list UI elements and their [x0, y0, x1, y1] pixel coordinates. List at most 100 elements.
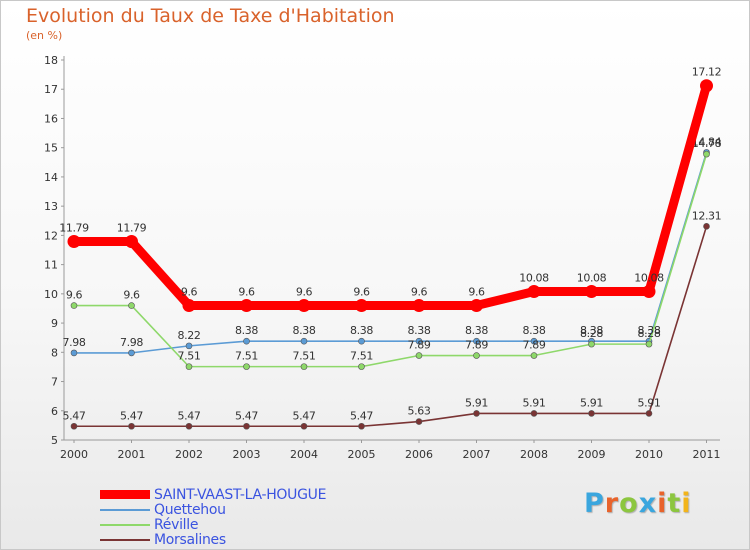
data-label-r-ville: 7.51 [235, 350, 258, 363]
data-point-morsalines [473, 410, 480, 417]
data-label-saint-vaast-la-hougue: 9.6 [468, 286, 485, 299]
series-line-quettehou [73, 151, 708, 354]
data-label-r-ville: 7.51 [293, 350, 316, 363]
data-label-morsalines: 5.63 [408, 405, 431, 418]
data-point-saint-vaast-la-hougue [240, 299, 253, 313]
data-point-morsalines [128, 422, 135, 430]
data-point-quettehou [70, 349, 78, 357]
data-point-morsalines [70, 422, 78, 430]
legend-item-quettehou: Quettehou [100, 501, 226, 518]
x-tick-label: 2004 [290, 448, 318, 461]
y-tick-label: 10 [44, 288, 58, 301]
x-tick-label: 2006 [405, 448, 433, 461]
legend-label: Quettehou [154, 501, 226, 518]
data-label-quettehou: 8.22 [178, 329, 201, 342]
y-tick-label: 15 [44, 142, 58, 155]
y-tick-label: 17 [44, 83, 58, 96]
x-tick-label: 2003 [233, 448, 261, 461]
data-point-morsalines [358, 422, 365, 430]
data-label-quettehou: 8.38 [638, 324, 661, 337]
logo-letter: r [604, 488, 620, 519]
data-label-quettehou: 14.84 [692, 135, 722, 148]
data-label-morsalines: 5.47 [350, 409, 373, 422]
data-point-r-ville [588, 340, 595, 348]
y-tick-label: 7 [51, 376, 58, 389]
legend-swatch [100, 490, 150, 499]
data-point-saint-vaast-la-hougue [297, 299, 311, 313]
data-label-r-ville: 7.89 [523, 339, 546, 352]
logo-letter: i [681, 488, 692, 519]
data-label-quettehou: 8.38 [465, 324, 488, 337]
x-tick-label: 2000 [60, 448, 88, 461]
data-point-quettehou [415, 337, 423, 345]
data-point-r-ville [70, 302, 78, 309]
legend-swatch [100, 508, 150, 511]
data-label-saint-vaast-la-hougue: 10.08 [634, 272, 664, 285]
data-label-r-ville: 7.89 [408, 339, 431, 352]
y-tick-label: 5 [51, 434, 58, 447]
y-tick-label: 8 [51, 346, 58, 359]
data-label-saint-vaast-la-hougue: 9.6 [411, 286, 428, 299]
data-label-morsalines: 5.47 [293, 409, 316, 422]
legend-item-saint-vaast-la-hougue: SAINT-VAAST-LA-HOUGUE [100, 487, 326, 503]
data-label-quettehou: 8.38 [523, 324, 546, 337]
data-label-morsalines: 5.91 [580, 396, 603, 409]
data-point-morsalines [300, 422, 308, 430]
data-point-quettehou [128, 349, 135, 357]
data-point-morsalines [645, 410, 653, 417]
data-point-morsalines [703, 223, 710, 230]
legend-item-r-ville: Réville [100, 516, 199, 533]
data-label-saint-vaast-la-hougue: 9.6 [238, 286, 255, 299]
data-label-saint-vaast-la-hougue: 11.79 [117, 222, 147, 235]
legend-label: Réville [154, 516, 199, 533]
x-tick-label: 2009 [578, 448, 606, 461]
legend-swatch [100, 523, 150, 526]
x-tick-label: 2007 [463, 448, 491, 461]
data-point-quettehou [300, 337, 308, 345]
data-label-morsalines: 12.31 [692, 209, 722, 222]
data-label-quettehou: 8.38 [580, 324, 603, 337]
data-label-r-ville: 7.51 [178, 350, 201, 363]
data-label-saint-vaast-la-hougue: 10.08 [577, 272, 607, 285]
logo-letter: P [584, 488, 605, 519]
data-label-saint-vaast-la-hougue: 9.6 [181, 286, 198, 299]
data-point-r-ville [645, 340, 653, 348]
data-label-r-ville: 8.28 [638, 327, 661, 340]
series-line-r-ville [73, 153, 708, 368]
legend-item-morsalines: Morsalines [100, 532, 226, 548]
proxiti-logo: Proxiti [584, 488, 692, 519]
y-axis-unit-label: (en %) [26, 29, 63, 42]
logo-letter: t [667, 488, 682, 519]
data-label-quettehou: 7.98 [120, 336, 143, 349]
data-label-morsalines: 5.47 [120, 409, 143, 422]
x-tick-label: 2001 [118, 448, 146, 461]
data-point-morsalines [530, 410, 538, 417]
data-point-r-ville [358, 363, 365, 370]
data-label-quettehou: 8.38 [350, 324, 373, 337]
data-point-saint-vaast-la-hougue [585, 285, 598, 299]
data-point-saint-vaast-la-hougue [412, 299, 426, 313]
y-tick-label: 14 [44, 171, 58, 184]
data-label-morsalines: 5.47 [235, 409, 258, 422]
x-tick-label: 2011 [693, 448, 721, 461]
data-point-r-ville [530, 352, 538, 359]
data-label-quettehou: 8.38 [408, 324, 431, 337]
legend-swatch [100, 538, 150, 541]
data-point-saint-vaast-la-hougue [125, 235, 138, 249]
data-point-saint-vaast-la-hougue [527, 285, 541, 299]
data-point-r-ville [243, 363, 250, 370]
x-tick-label: 2010 [635, 448, 663, 461]
data-label-quettehou: 7.98 [63, 336, 86, 349]
data-point-quettehou [185, 342, 193, 350]
y-tick-label: 12 [44, 229, 58, 242]
data-label-morsalines: 5.47 [63, 409, 86, 422]
data-label-r-ville: 9.6 [66, 289, 83, 302]
data-point-saint-vaast-la-hougue [642, 285, 656, 299]
data-label-morsalines: 5.91 [465, 396, 488, 409]
data-label-saint-vaast-la-hougue: 9.6 [353, 286, 370, 299]
data-point-saint-vaast-la-hougue [470, 299, 483, 313]
data-label-r-ville: 8.28 [580, 327, 603, 340]
x-tick-label: 2005 [348, 448, 376, 461]
data-point-saint-vaast-la-hougue [182, 299, 196, 313]
data-label-quettehou: 8.38 [235, 324, 258, 337]
